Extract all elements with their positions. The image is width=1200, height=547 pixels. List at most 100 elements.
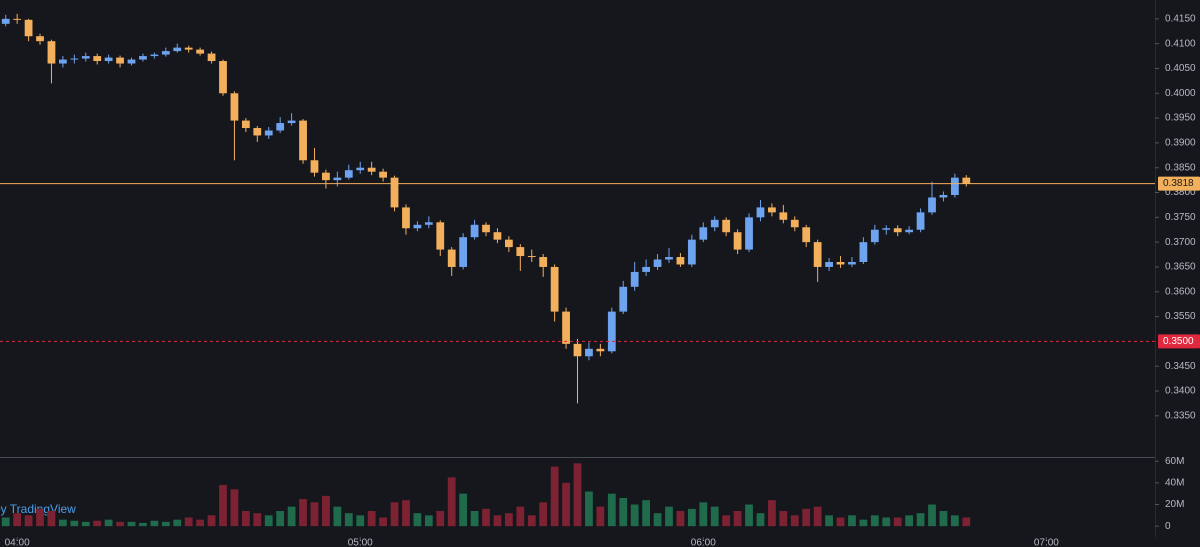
volume-bar bbox=[722, 515, 731, 527]
volume-bar bbox=[344, 513, 353, 527]
volume-bar bbox=[482, 508, 490, 527]
volume-bar bbox=[70, 520, 79, 527]
candle-body bbox=[550, 266, 559, 312]
candle-body bbox=[424, 222, 433, 225]
candle-body bbox=[539, 257, 548, 267]
candle-body bbox=[70, 58, 79, 60]
candle-body bbox=[504, 239, 513, 248]
candle-body bbox=[790, 219, 799, 228]
candle-body bbox=[962, 177, 971, 184]
volume-bar bbox=[859, 519, 868, 527]
volume-bar bbox=[196, 519, 205, 527]
candle-body bbox=[893, 228, 902, 233]
x-tick-label: 04:00 bbox=[5, 538, 30, 547]
candle-body bbox=[184, 47, 193, 50]
volume-bar bbox=[13, 513, 22, 527]
candle-body bbox=[516, 247, 525, 257]
candle-body bbox=[173, 47, 182, 52]
y-tick-label: 0.4100 bbox=[1165, 38, 1196, 49]
candle-body bbox=[367, 167, 376, 172]
candle-body bbox=[241, 120, 250, 129]
volume-bar bbox=[81, 521, 90, 527]
candle-body bbox=[722, 219, 731, 233]
candle-body bbox=[836, 261, 845, 265]
x-tick-label: 05:00 bbox=[348, 538, 373, 547]
volume-bar bbox=[367, 511, 376, 527]
volume-bar bbox=[390, 502, 399, 527]
candle-body bbox=[733, 232, 742, 250]
candle-body bbox=[756, 207, 765, 218]
candle-body bbox=[653, 259, 662, 267]
volume-bar bbox=[287, 506, 296, 527]
volume-bar bbox=[253, 513, 262, 527]
candle-body bbox=[665, 257, 673, 260]
x-tick-label: 07:00 bbox=[1034, 538, 1059, 547]
volume-bar bbox=[516, 506, 525, 527]
candle-body bbox=[630, 271, 639, 287]
y-tick-label: 0.4000 bbox=[1165, 88, 1196, 99]
candle-body bbox=[276, 123, 285, 131]
candle-body bbox=[699, 227, 708, 240]
candle-body bbox=[527, 256, 536, 258]
candle-body bbox=[745, 217, 753, 250]
volume-bar bbox=[310, 502, 319, 527]
candle-body bbox=[390, 177, 399, 208]
volume-bar bbox=[299, 499, 307, 527]
candle-body bbox=[802, 227, 811, 243]
volume-bar bbox=[173, 519, 182, 527]
volume-bar bbox=[802, 508, 811, 527]
volume-bar bbox=[379, 517, 387, 527]
candle-body bbox=[150, 54, 159, 57]
y-tick-label: 0.3350 bbox=[1165, 410, 1196, 421]
volume-bar bbox=[836, 517, 845, 527]
volume-bar bbox=[322, 495, 330, 527]
candle-body bbox=[264, 130, 273, 136]
candle-body bbox=[230, 93, 239, 121]
y-tick-label: 0.3750 bbox=[1165, 212, 1196, 223]
volume-bar bbox=[916, 513, 925, 527]
volume-bar bbox=[219, 485, 227, 527]
volume-bar bbox=[825, 515, 833, 527]
volume-bar bbox=[630, 504, 639, 527]
candle-body bbox=[333, 177, 342, 181]
candle-body bbox=[596, 348, 605, 352]
candle-body bbox=[447, 249, 456, 267]
candle-body bbox=[939, 195, 948, 198]
candle-body bbox=[207, 53, 216, 62]
candle-body bbox=[562, 311, 570, 344]
volume-bar bbox=[962, 517, 971, 527]
volume-bar bbox=[264, 515, 273, 527]
volume-bar bbox=[241, 511, 250, 527]
price-label: 0.3500 bbox=[1163, 336, 1194, 347]
candle-body bbox=[459, 237, 468, 267]
candle-body bbox=[710, 219, 719, 228]
y-tick-label: 0.3650 bbox=[1165, 262, 1196, 273]
candle-body bbox=[493, 232, 502, 240]
volume-bar bbox=[893, 517, 902, 527]
candle-body bbox=[24, 19, 33, 37]
candle-body bbox=[585, 348, 593, 357]
candle-body bbox=[619, 286, 628, 312]
candle-body bbox=[59, 59, 67, 64]
volume-bar bbox=[447, 477, 456, 527]
candle-body bbox=[13, 18, 22, 20]
y-tick-label: 0.3400 bbox=[1165, 386, 1196, 397]
volume-bar bbox=[161, 521, 170, 527]
y-tick-label: 0.3800 bbox=[1165, 187, 1196, 198]
volume-bar bbox=[276, 511, 285, 527]
price-label: 0.3818 bbox=[1163, 178, 1194, 189]
volume-bar bbox=[642, 500, 651, 527]
volume-bar bbox=[653, 513, 662, 527]
volume-bar bbox=[950, 515, 959, 527]
volume-bar bbox=[424, 515, 433, 527]
y-tick-label: 0.3450 bbox=[1165, 361, 1196, 372]
candle-body bbox=[573, 343, 582, 357]
y-tick-label: 0.3700 bbox=[1165, 237, 1196, 248]
volume-tick-label: 40M bbox=[1165, 477, 1184, 488]
volume-bar bbox=[413, 513, 422, 527]
volume-bar bbox=[93, 520, 102, 527]
candle-body bbox=[779, 212, 788, 220]
